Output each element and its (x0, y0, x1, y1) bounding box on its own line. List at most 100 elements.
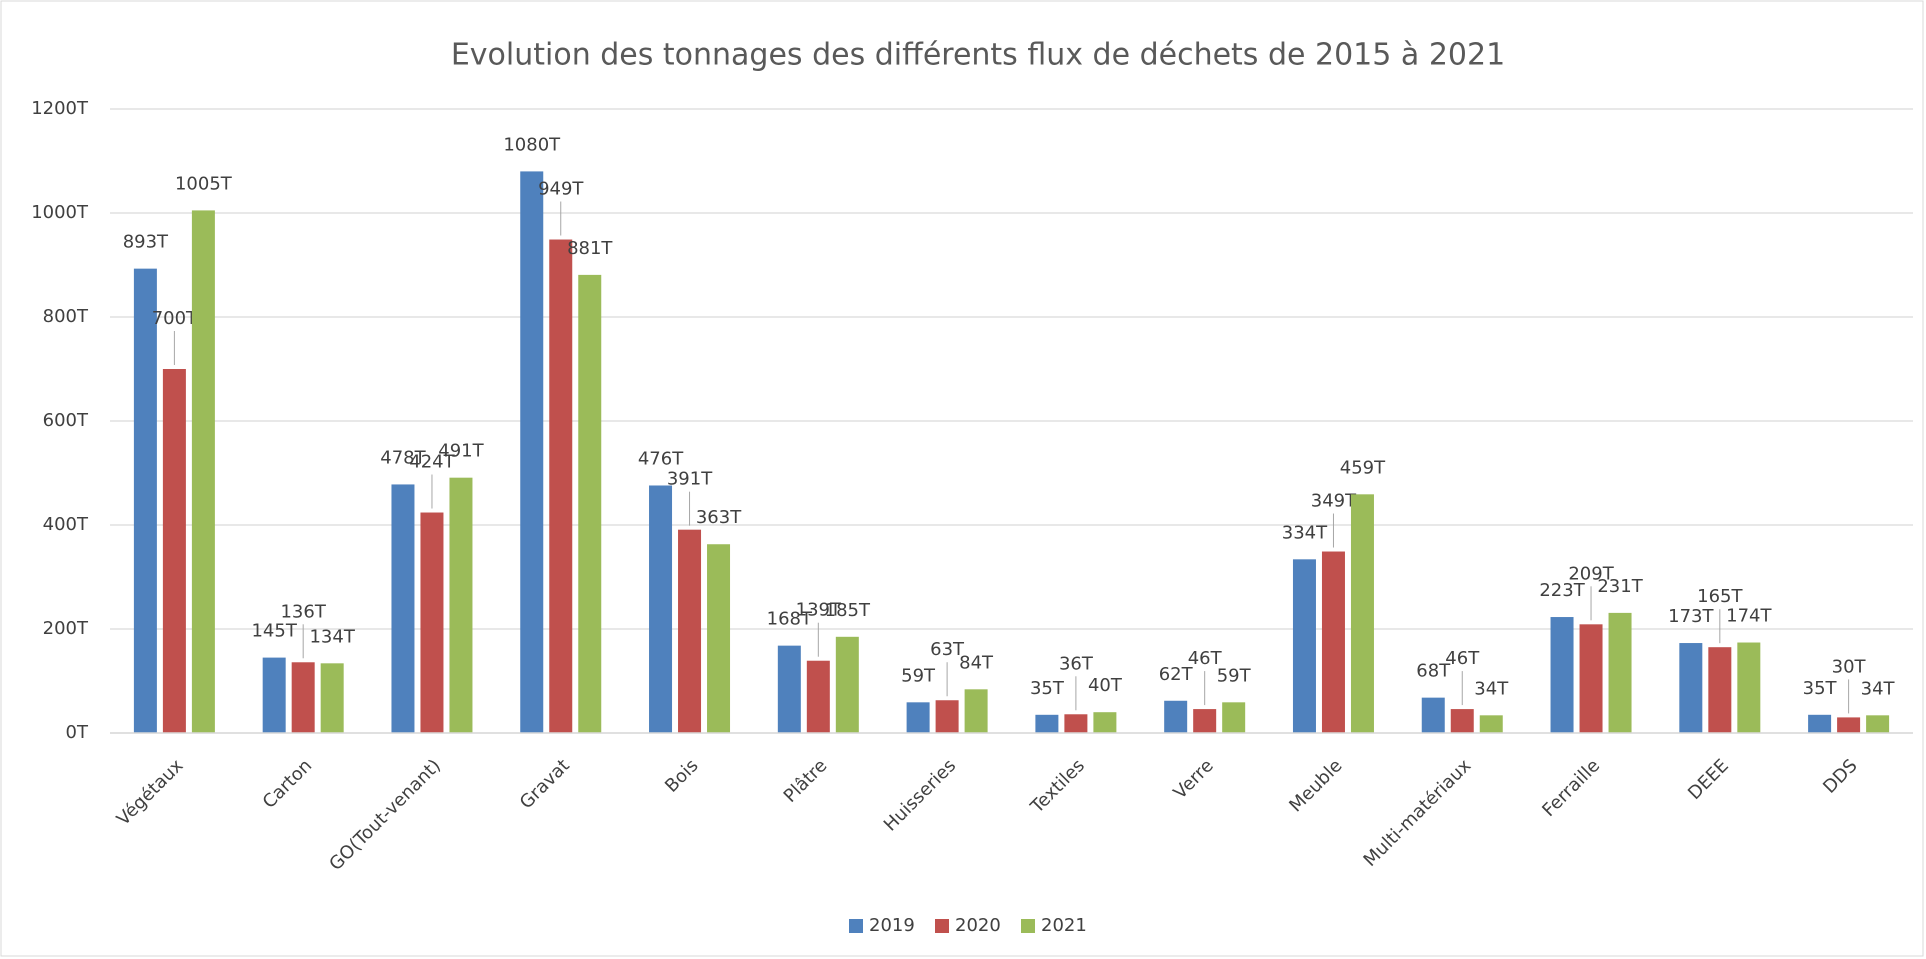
data-label: 223T (1539, 580, 1585, 601)
bar (1808, 714, 1832, 733)
bar (806, 660, 830, 733)
data-label: 46T (1445, 648, 1480, 669)
bar (1321, 551, 1345, 733)
data-label: 363T (696, 507, 742, 528)
data-label: 134T (309, 626, 355, 647)
bar (1193, 709, 1217, 733)
data-label: 35T (1803, 678, 1838, 699)
bar (707, 544, 731, 733)
bar (1737, 642, 1761, 733)
bar (520, 171, 544, 733)
bar (578, 274, 602, 733)
data-label: 59T (901, 665, 936, 686)
bar (391, 484, 415, 733)
legend-swatch (849, 919, 863, 933)
data-label: 40T (1088, 675, 1123, 696)
y-tick-label: 0T (66, 722, 89, 743)
bar (1708, 647, 1732, 733)
data-label: 46T (1188, 648, 1223, 669)
bar (1164, 700, 1188, 733)
data-label: 139T (796, 600, 842, 621)
bar (1093, 712, 1117, 733)
data-label: 34T (1861, 678, 1896, 699)
data-label: 1005T (175, 173, 233, 194)
bar (191, 210, 215, 733)
chart-title: Evolution des tonnages des différents fl… (451, 38, 1505, 73)
data-label: 168T (767, 609, 813, 630)
data-label: 136T (280, 601, 326, 622)
data-label: 62T (1159, 664, 1194, 685)
data-label: 84T (959, 652, 994, 673)
legend-label: 2019 (869, 915, 915, 936)
y-tick-label: 1200T (31, 98, 89, 119)
bar (835, 636, 859, 733)
y-tick-label: 200T (43, 618, 89, 639)
data-label: 476T (638, 448, 684, 469)
bar (1222, 702, 1246, 733)
bar (1837, 717, 1861, 733)
bar (1550, 617, 1574, 733)
data-label: 185T (825, 600, 871, 621)
bar (777, 645, 801, 733)
legend-swatch (935, 919, 949, 933)
legend-label: 2020 (955, 915, 1001, 936)
bar (906, 702, 930, 733)
data-label: 68T (1416, 661, 1451, 682)
data-label: 34T (1474, 678, 1509, 699)
data-label: 349T (1311, 491, 1357, 512)
legend-swatch (1021, 919, 1035, 933)
data-label: 173T (1668, 606, 1714, 627)
legend-label: 2021 (1041, 915, 1087, 936)
bar (1866, 715, 1890, 733)
bar (320, 663, 344, 733)
bar (964, 689, 988, 733)
bar (291, 662, 315, 733)
data-label: 59T (1217, 665, 1252, 686)
data-label: 491T (438, 441, 484, 462)
data-label: 424T (409, 452, 455, 473)
data-label: 459T (1340, 457, 1386, 478)
bar (262, 657, 286, 733)
data-label: 391T (667, 469, 713, 490)
data-label: 700T (152, 308, 198, 329)
bar (1292, 559, 1316, 733)
bar (162, 369, 186, 733)
bar (649, 485, 673, 733)
bar (1679, 643, 1703, 733)
y-tick-label: 400T (43, 514, 89, 535)
data-label: 35T (1030, 678, 1065, 699)
bar (549, 239, 573, 733)
data-label: 1080T (503, 134, 561, 155)
y-tick-label: 1000T (31, 202, 89, 223)
y-tick-label: 800T (43, 306, 89, 327)
bar (1421, 697, 1445, 733)
data-label: 231T (1597, 576, 1643, 597)
data-label: 949T (538, 179, 584, 200)
data-label: 30T (1832, 656, 1867, 677)
bar (1064, 714, 1088, 733)
data-label: 893T (123, 232, 169, 253)
bar (1035, 714, 1059, 733)
bar (1608, 612, 1632, 733)
bar (935, 700, 959, 733)
data-label: 209T (1568, 563, 1614, 584)
data-label: 145T (251, 621, 297, 642)
bar (1479, 715, 1503, 733)
y-tick-label: 600T (43, 410, 89, 431)
bar (420, 512, 444, 733)
bar (1350, 494, 1374, 733)
data-label: 174T (1726, 606, 1772, 627)
bar (1579, 624, 1603, 733)
bar (1450, 709, 1474, 733)
data-label: 165T (1697, 586, 1743, 607)
bar (678, 529, 702, 733)
data-label: 881T (567, 238, 613, 259)
bar (133, 268, 157, 733)
bar (449, 477, 473, 733)
data-label: 334T (1282, 522, 1328, 543)
data-label: 63T (930, 639, 965, 660)
data-label: 36T (1059, 653, 1094, 674)
data-label: 478T (380, 447, 426, 468)
